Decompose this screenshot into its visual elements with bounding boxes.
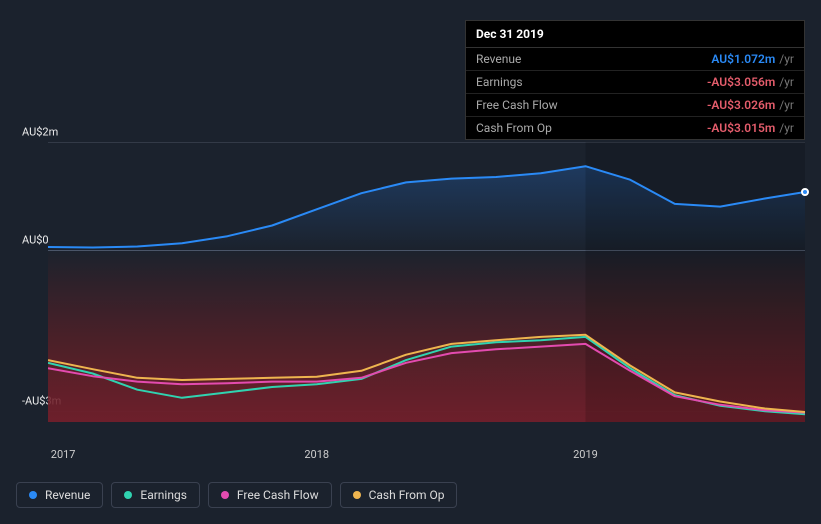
- legend-label: Revenue: [45, 488, 90, 502]
- financial-chart: Dec 31 2019 RevenueAU$1.072m/yrEarnings-…: [0, 0, 821, 524]
- y-axis-label: AU$0: [22, 233, 49, 246]
- tooltip-unit: /yr: [779, 75, 794, 89]
- tooltip-row: RevenueAU$1.072m/yr: [466, 48, 804, 71]
- tooltip-row: Cash From Op-AU$3.015m/yr: [466, 117, 804, 139]
- legend-swatch: [29, 491, 37, 499]
- chart-tooltip: Dec 31 2019 RevenueAU$1.072m/yrEarnings-…: [465, 20, 805, 140]
- tooltip-metric-value: -AU$3.026m: [707, 98, 775, 112]
- x-axis: 2017 2018 2019: [48, 448, 805, 468]
- x-axis-label: 2019: [573, 448, 598, 461]
- tooltip-metric-value: AU$1.072m: [711, 52, 775, 66]
- tooltip-date: Dec 31 2019: [466, 21, 804, 48]
- tooltip-metric-value: -AU$3.015m: [707, 121, 775, 135]
- x-axis-label: 2017: [51, 448, 76, 461]
- legend-label: Free Cash Flow: [237, 488, 319, 502]
- legend: Revenue Earnings Free Cash Flow Cash From O…: [16, 482, 457, 508]
- tooltip-unit: /yr: [779, 121, 794, 135]
- y-axis-label: AU$2m: [22, 126, 58, 139]
- tooltip-unit: /yr: [779, 98, 794, 112]
- tooltip-row: Free Cash Flow-AU$3.026m/yr: [466, 94, 804, 117]
- legend-item[interactable]: Free Cash Flow: [208, 482, 332, 508]
- legend-swatch: [353, 491, 361, 499]
- tooltip-row: Earnings-AU$3.056m/yr: [466, 71, 804, 94]
- tooltip-metric-label: Free Cash Flow: [476, 98, 707, 112]
- plot-region[interactable]: [48, 142, 805, 422]
- tooltip-metric-label: Cash From Op: [476, 121, 707, 135]
- x-axis-label: 2018: [304, 448, 329, 461]
- tooltip-metric-label: Earnings: [476, 75, 707, 89]
- tooltip-unit: /yr: [779, 52, 794, 66]
- legend-label: Cash From Op: [369, 488, 445, 502]
- series-end-marker: [801, 188, 809, 196]
- legend-item[interactable]: Cash From Op: [340, 482, 458, 508]
- legend-item[interactable]: Revenue: [16, 482, 103, 508]
- legend-label: Earnings: [140, 488, 187, 502]
- tooltip-metric-label: Revenue: [476, 52, 711, 66]
- chart-area: Past AU$2mAU$0-AU$3m: [16, 122, 805, 442]
- legend-swatch: [221, 491, 229, 499]
- legend-item[interactable]: Earnings: [111, 482, 200, 508]
- legend-swatch: [124, 491, 132, 499]
- tooltip-metric-value: -AU$3.056m: [707, 75, 775, 89]
